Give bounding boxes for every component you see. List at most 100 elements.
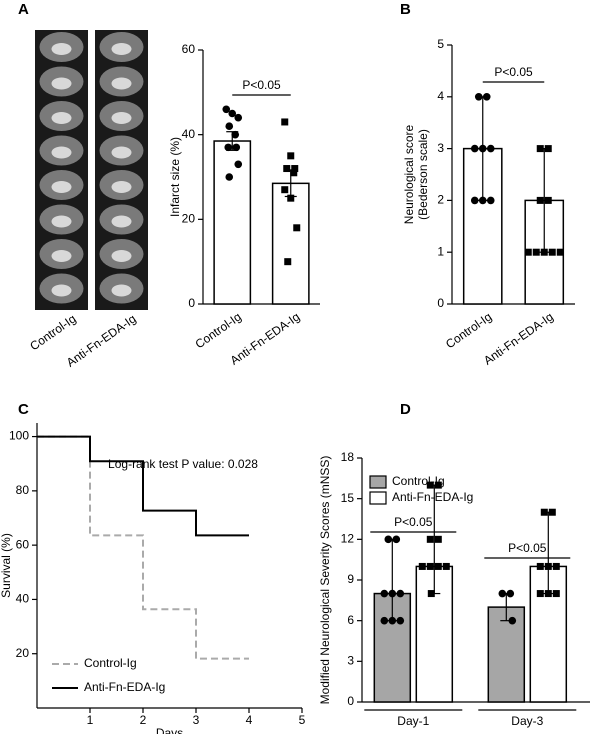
- y-axis-label: Neurological score: [402, 124, 416, 224]
- data-point: [396, 589, 405, 598]
- y-tick-label: 3: [437, 141, 444, 155]
- data-point: [544, 145, 552, 153]
- data-point: [287, 152, 295, 160]
- y-tick-label: 20: [182, 212, 196, 226]
- brain-core: [51, 146, 72, 159]
- legend-swatch: [369, 491, 387, 505]
- brain-core: [51, 250, 72, 262]
- brain-core: [51, 77, 72, 90]
- legend-label: Anti-Fn-EDA-Ig: [392, 490, 473, 504]
- data-point: [552, 590, 560, 598]
- panel-label: A: [18, 1, 29, 18]
- data-point: [536, 590, 544, 598]
- brain-core: [51, 112, 72, 124]
- data-point: [232, 143, 241, 152]
- y-tick-label: 18: [341, 450, 355, 464]
- y-tick-label: 60: [182, 42, 196, 56]
- x-tick-label: 4: [246, 713, 253, 727]
- y-tick-label: 3: [347, 654, 354, 668]
- brain-core: [51, 43, 72, 55]
- brain-core: [111, 181, 132, 193]
- y-tick-label: 80: [16, 483, 30, 497]
- data-point: [284, 258, 292, 266]
- data-point: [508, 616, 517, 625]
- data-point: [234, 160, 243, 169]
- significance-label: P<0.05: [494, 65, 533, 79]
- data-point: [234, 113, 243, 122]
- data-point: [283, 165, 291, 173]
- data-point: [222, 105, 231, 114]
- y-tick-label: 5: [437, 37, 444, 51]
- x-axis-label: Days: [156, 726, 183, 734]
- y-tick-label: 40: [16, 592, 30, 606]
- data-point: [281, 118, 289, 126]
- data-point: [290, 169, 298, 177]
- y-tick-label: 40: [182, 127, 196, 141]
- panel-label: D: [400, 401, 411, 418]
- data-point: [293, 224, 301, 232]
- x-tick-label: 5: [299, 713, 306, 727]
- y-tick-label: 20: [16, 646, 30, 660]
- y-tick-label: 15: [341, 491, 355, 505]
- x-tick-label: Control-Ig: [443, 310, 494, 352]
- bar: [487, 606, 526, 703]
- data-point: [380, 616, 389, 625]
- data-point: [556, 248, 564, 256]
- data-point: [392, 535, 401, 544]
- data-point: [225, 122, 234, 130]
- data-point: [434, 562, 442, 570]
- data-point: [486, 144, 495, 153]
- data-point: [291, 165, 299, 173]
- data-point: [470, 196, 479, 205]
- brain-core: [51, 181, 72, 193]
- brain-core: [111, 284, 132, 297]
- significance-label: P<0.05: [508, 541, 547, 555]
- data-point: [478, 144, 487, 153]
- significance-label: P<0.05: [394, 515, 433, 529]
- brain-core: [111, 146, 132, 159]
- data-point: [498, 589, 507, 598]
- panel-label: B: [400, 1, 411, 18]
- data-point: [548, 248, 556, 256]
- x-tick-label: 1: [87, 713, 94, 727]
- y-tick-label: 0: [188, 296, 195, 310]
- data-point: [482, 93, 491, 101]
- data-point: [478, 196, 487, 205]
- data-point: [540, 248, 548, 256]
- survival-line: [37, 435, 249, 537]
- panel-label: C: [18, 401, 29, 418]
- legend-label: Control-Ig: [84, 656, 137, 670]
- data-point: [388, 616, 397, 625]
- data-point: [396, 616, 405, 625]
- y-tick-label: 0: [347, 694, 354, 708]
- data-point: [384, 535, 393, 544]
- data-point: [548, 508, 556, 516]
- data-point: [536, 196, 544, 204]
- y-tick-label: 2: [437, 193, 444, 207]
- data-point: [287, 194, 295, 202]
- data-point: [388, 589, 397, 598]
- y-axis-label: Survival (%): [0, 533, 13, 598]
- data-point: [506, 589, 515, 598]
- image-label: Control-Ig: [27, 312, 78, 354]
- y-tick-label: 0: [437, 296, 444, 310]
- y-tick-label: 6: [347, 613, 354, 627]
- data-point: [532, 248, 540, 256]
- data-point: [418, 562, 426, 570]
- bar: [213, 140, 252, 305]
- data-point: [426, 481, 434, 489]
- y-tick-label: 4: [437, 89, 444, 103]
- x-tick-label: Day-1: [397, 714, 429, 728]
- data-point: [540, 508, 548, 516]
- data-point: [486, 196, 495, 205]
- bar: [271, 182, 310, 305]
- data-point: [426, 535, 434, 543]
- x-tick-label: Day-3: [511, 714, 543, 728]
- brain-core: [111, 77, 132, 90]
- data-point: [231, 130, 240, 139]
- y-tick-label: 100: [9, 429, 29, 443]
- y-axis-label: Modified Neurological Severity Scores (m…: [318, 456, 332, 705]
- x-tick-label: 2: [140, 713, 147, 727]
- data-point: [552, 562, 560, 570]
- brain-core: [51, 215, 72, 228]
